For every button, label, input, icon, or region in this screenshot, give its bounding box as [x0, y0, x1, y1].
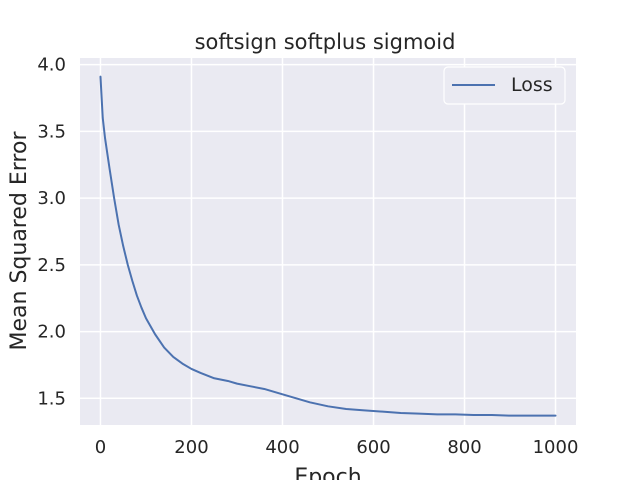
- x-tick-label: 200: [174, 437, 208, 458]
- chart-title: softsign softplus sigmoid: [195, 30, 456, 54]
- x-tick-label: 600: [356, 437, 390, 458]
- x-tick-label: 800: [447, 437, 481, 458]
- y-tick-label: 2.5: [37, 255, 66, 276]
- x-tick-label: 0: [95, 437, 106, 458]
- series-line-loss: [99, 75, 557, 417]
- legend: Loss: [443, 66, 566, 105]
- plot-background: [80, 58, 576, 425]
- y-axis-label: Mean Squared Error: [7, 131, 32, 351]
- tick-labels: 0 200 400 600 800 1000 1.5 2.0 2.5 3.0 3.5 4.0: [37, 55, 578, 458]
- y-tick-label: 1.5: [37, 388, 66, 409]
- y-tick-label: 3.0: [37, 188, 66, 209]
- y-tick-label: 4.0: [37, 55, 66, 76]
- series-layer: [99, 75, 557, 417]
- legend-label-loss: Loss: [511, 74, 553, 96]
- x-axis-label: Epoch: [294, 465, 361, 480]
- grid: [80, 58, 576, 425]
- legend-box: [443, 66, 566, 105]
- x-tick-label: 1000: [533, 437, 579, 458]
- x-tick-label: 400: [265, 437, 299, 458]
- y-tick-label: 3.5: [37, 121, 66, 142]
- y-tick-label: 2.0: [37, 322, 66, 343]
